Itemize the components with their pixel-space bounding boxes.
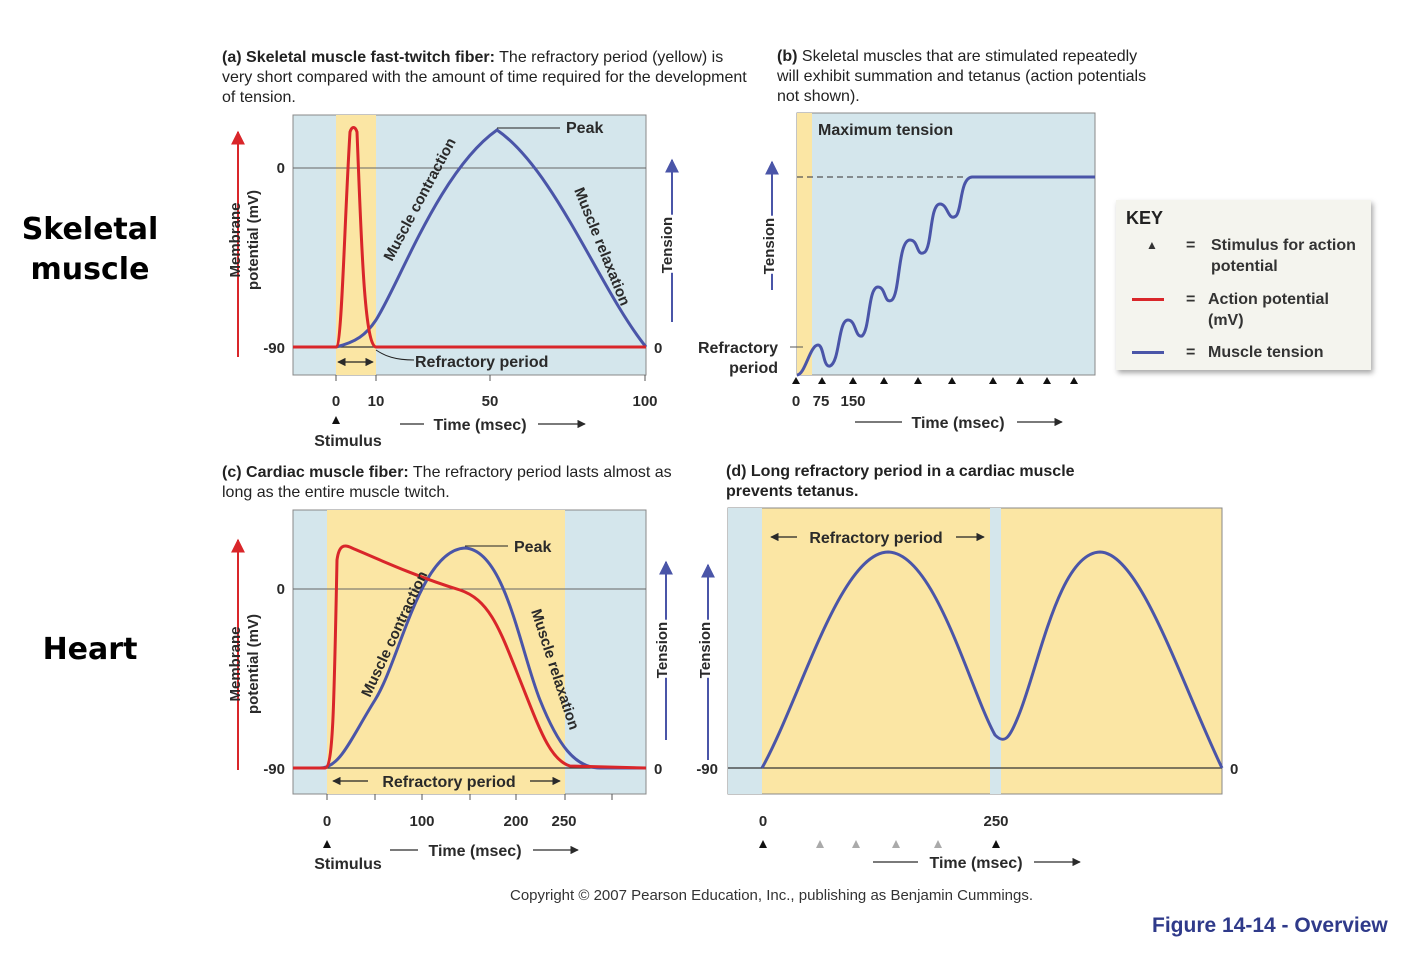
panel-c-stimulus-label: Stimulus — [314, 856, 382, 873]
panel-a-stimulus-label: Stimulus — [314, 433, 382, 450]
panel-b-xtick-75: 75 — [813, 393, 830, 410]
panel-c-yright-tick-0: 0 — [654, 761, 662, 778]
panel-c-ylabel-left-2: potential (mV) — [245, 614, 262, 714]
panel-d-plot-area — [727, 507, 1223, 795]
panel-c-stimulus-triangle — [323, 840, 331, 848]
panel-c-xtick-250: 250 — [551, 813, 576, 830]
panel-d-xtick-0: 0 — [759, 813, 767, 830]
panel-d-yright-tick-0: 0 — [1230, 761, 1238, 778]
panel-b-xtick-0: 0 — [792, 393, 800, 410]
caption-d: (d) Long refractory period in a cardiac … — [726, 463, 1075, 500]
caption-c: (c) Cardiac muscle fiber: The refractory… — [222, 464, 672, 501]
panel-c-xtick-100: 100 — [409, 813, 434, 830]
panel-d-xlabel: Time (msec) — [929, 855, 1022, 872]
panel-c-ytick-neg90: -90 — [263, 761, 285, 778]
legend-key: KEY ▲ = Stimulus for action potential = … — [1116, 200, 1371, 370]
panel-d: Tension -90 0 Refractory period 0 250 Ti… — [694, 507, 1238, 872]
blue-line-icon — [1132, 351, 1164, 354]
panel-a-xtick-0: 0 — [332, 393, 340, 410]
panel-a-ylabel-left-2: potential (mV) — [245, 190, 262, 290]
panel-c-ytick-0: 0 — [277, 581, 285, 598]
panel-c-muscle-tension-line — [293, 546, 646, 770]
panel-d-ytick-neg90: -90 — [696, 761, 718, 778]
panel-a-ylabel-right: Tension — [659, 217, 676, 273]
panel-d-gap-band — [990, 508, 1001, 794]
side-label-heart: Heart — [42, 632, 138, 667]
panel-b-xtick-150: 150 — [840, 393, 865, 410]
panel-a-refractory-label: Refractory period — [415, 354, 548, 371]
panel-a-peak-label: Peak — [566, 120, 603, 137]
side-label-skeletal: Skeletal muscle — [21, 212, 159, 287]
panel-a-ytick-neg90: -90 — [263, 340, 285, 357]
panel-c-ylabel-left-1: Membrane — [227, 626, 244, 701]
panel-a-xlabel: Time (msec) — [433, 417, 526, 434]
panel-a-xtick-100: 100 — [632, 393, 657, 410]
red-line-icon — [1132, 298, 1164, 301]
key-title: KEY — [1126, 208, 1164, 228]
panel-a-xtick-10: 10 — [368, 393, 385, 410]
panel-b-xlabel: Time (msec) — [911, 415, 1004, 432]
copyright-credit: Copyright © 2007 Pearson Education, Inc.… — [510, 887, 1034, 904]
panel-b-refractory-label-2: period — [729, 360, 778, 377]
panel-b-refractory-band — [797, 113, 812, 375]
panel-c: Membrane potential (mV) 0 -90 Tension 0 … — [227, 509, 674, 873]
panel-d-stimulus-markers — [759, 840, 1000, 848]
caption-b: (b) Skeletal muscles that are stimulated… — [777, 48, 1147, 105]
triangle-icon: ▲ — [1146, 238, 1158, 252]
panel-b-plot-area — [796, 112, 1096, 376]
panel-a-ytick-0: 0 — [277, 160, 285, 177]
panel-c-xtick-200: 200 — [503, 813, 528, 830]
panel-a-yright-tick-0: 0 — [654, 340, 662, 357]
panel-a-stimulus-triangle — [332, 416, 340, 424]
panel-c-xtick-0: 0 — [323, 813, 331, 830]
panel-b: Maximum tension Tension Refractory perio… — [698, 112, 1096, 432]
panel-d-ylabel: Tension — [697, 622, 714, 678]
panel-a-ylabel-left-1: Membrane — [227, 202, 244, 277]
panel-a: Membrane potential (mV) 0 -90 Tension 0 … — [227, 114, 679, 450]
panel-a-xtick-50: 50 — [482, 393, 499, 410]
panel-b-refractory-label-1: Refractory — [698, 340, 778, 357]
panel-c-refractory-label: Refractory period — [382, 774, 515, 791]
panel-c-ylabel-right: Tension — [654, 622, 671, 678]
panel-d-pre-stimulus-band — [728, 508, 762, 794]
panel-d-muscle-tension-line — [760, 550, 1224, 769]
panel-c-action-potential-line — [293, 544, 647, 770]
panel-d-refractory-label: Refractory period — [809, 530, 942, 547]
figure-reference: Figure 14-14 - Overview — [1152, 914, 1388, 937]
panel-c-xlabel: Time (msec) — [428, 843, 521, 860]
caption-a: (a) Skeletal muscle fast-twitch fiber: T… — [222, 49, 747, 106]
panel-a-action-potential-line — [293, 126, 646, 349]
panel-b-ylabel: Tension — [761, 218, 778, 274]
panel-d-xtick-250: 250 — [983, 813, 1008, 830]
panel-c-peak-label: Peak — [514, 539, 551, 556]
panel-b-stimulus-markers — [792, 377, 1078, 384]
panel-b-max-tension-label: Maximum tension — [818, 122, 953, 139]
panel-b-muscle-tension-line — [796, 175, 1095, 377]
